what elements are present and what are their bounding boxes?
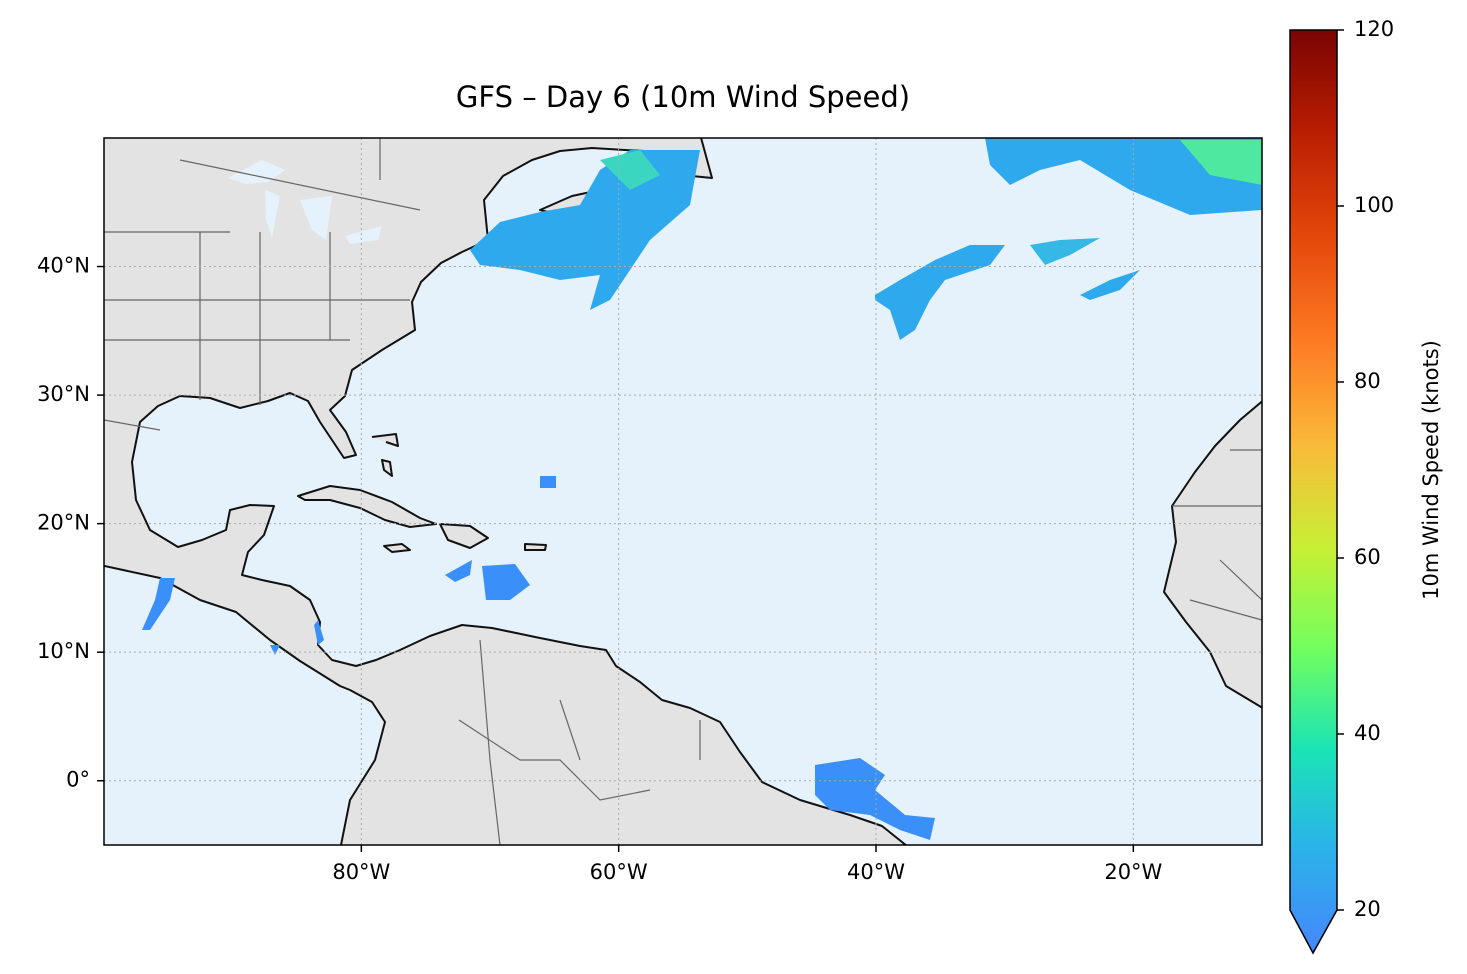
x-tick-label: 20°W [1104, 860, 1162, 884]
colorbar-tick-label: 60 [1354, 545, 1381, 569]
x-tick-label: 80°W [332, 860, 390, 884]
y-tick-label: 30°N [37, 382, 90, 406]
grid [104, 138, 1262, 845]
great-lakes [228, 160, 382, 244]
y-tick-label: 40°N [37, 254, 90, 278]
y-tick-label: 0° [66, 768, 90, 792]
africa [1163, 400, 1262, 709]
jamaica [383, 543, 411, 553]
x-tick-label: 60°W [590, 860, 648, 884]
map-area [104, 138, 1262, 845]
bahamas [371, 433, 399, 477]
y-tick-label: 20°N [37, 511, 90, 535]
plot-frame [103, 137, 1263, 846]
colorbar-tick-label: 40 [1354, 721, 1381, 745]
colorbar-tick-label: 80 [1354, 369, 1381, 393]
y-tick-label: 10°N [37, 639, 90, 663]
borders [104, 138, 1262, 845]
cuba [297, 485, 437, 528]
colorbar-label: 10m Wind Speed (knots) [1419, 340, 1443, 600]
puerto-rico [524, 543, 547, 551]
americas [104, 138, 908, 845]
x-tick-label: 40°W [847, 860, 905, 884]
chart-title: GFS – Day 6 (10m Wind Speed) [456, 80, 910, 114]
colorbar-tick-label: 20 [1354, 897, 1381, 921]
colorbar-tick-label: 100 [1354, 193, 1394, 217]
wind-patches [142, 138, 1262, 840]
colorbar-tick-label: 120 [1354, 17, 1394, 41]
hispaniola [439, 523, 489, 549]
colorbar [1289, 29, 1338, 955]
